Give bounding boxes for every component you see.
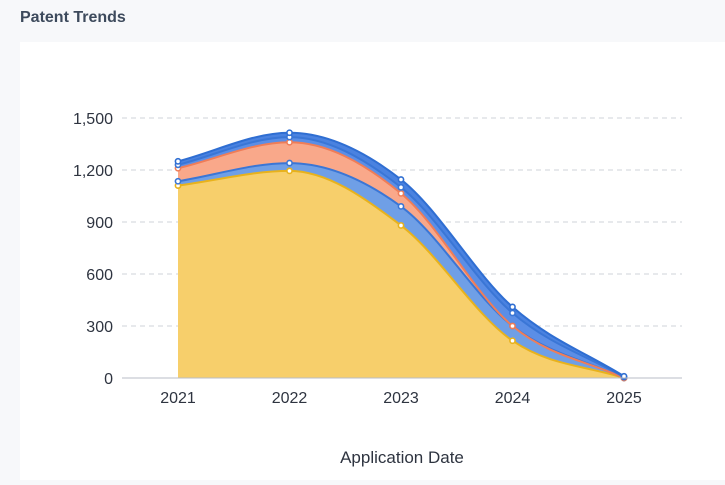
y-tick-label: 1,200 <box>73 163 113 180</box>
y-axis-ticks: 0 300 600 900 1,200 1,500 <box>73 111 113 388</box>
series-2-point <box>398 204 403 209</box>
x-axis-ticks: 2021 2022 2023 2024 2025 <box>160 390 642 407</box>
series-2-point <box>287 160 292 165</box>
page-title: Patent Trends <box>20 9 126 27</box>
series-4-point <box>398 185 403 190</box>
x-axis-label: Application Date <box>340 448 464 467</box>
series-1-point <box>398 223 403 228</box>
series-3-point <box>510 323 515 328</box>
x-tick-label: 2021 <box>160 390 196 407</box>
series-5-point <box>510 304 515 309</box>
y-tick-label: 600 <box>86 267 113 284</box>
x-tick-label: 2024 <box>495 390 531 407</box>
series-1-point <box>510 338 515 343</box>
y-tick-label: 1,500 <box>73 111 113 128</box>
series-3-point <box>398 191 403 196</box>
y-tick-label: 0 <box>104 371 113 388</box>
series-2-point <box>175 179 180 184</box>
series-5-point <box>287 130 292 135</box>
series-5-point <box>175 159 180 164</box>
series-5-point <box>398 177 403 182</box>
series-1-point <box>287 168 292 173</box>
x-tick-label: 2022 <box>272 390 308 407</box>
stacked-area-chart: 03006009001,2001,500 2021202220232024202… <box>20 42 725 480</box>
x-tick-label: 2023 <box>383 390 419 407</box>
chart-card: 03006009001,2001,500 2021202220232024202… <box>20 42 725 480</box>
x-tick-label: 2025 <box>606 390 642 407</box>
y-tick-label: 900 <box>86 215 113 232</box>
series-4-point <box>510 310 515 315</box>
y-tick-label: 300 <box>86 319 113 336</box>
